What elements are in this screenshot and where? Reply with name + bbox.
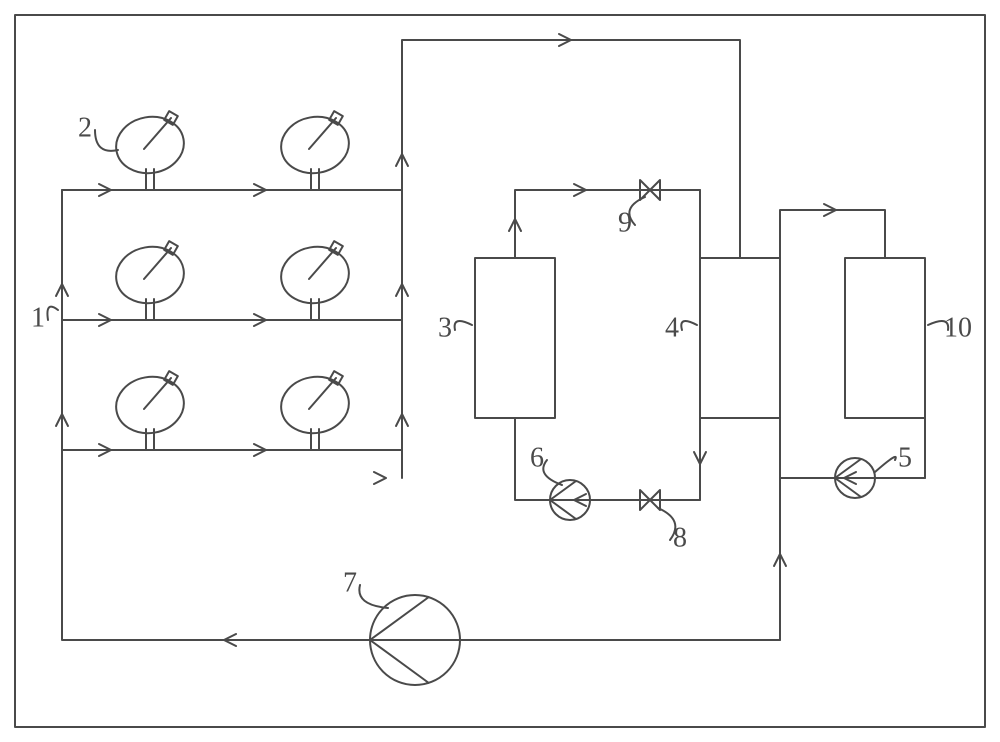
pump-blade [550,500,576,519]
pump-blade [370,640,429,683]
label-leader [543,460,562,485]
pipe [515,190,700,258]
label-9: 9 [618,207,632,238]
label-leader [47,307,58,320]
dish-arm [309,378,336,409]
pipe [780,210,885,258]
pump-blade [550,481,576,500]
label-leader [95,130,118,151]
label-10: 10 [944,312,972,343]
outer-frame [15,15,985,727]
dish-arm [309,118,336,149]
flow-arrow [374,472,386,484]
label-leader [359,585,388,608]
label-2: 2 [78,112,92,143]
label-leader [681,321,697,330]
dish-reflector-icon [112,372,189,439]
dish-reflector-icon [277,372,354,439]
label-leader [455,321,472,330]
label-5: 5 [898,442,912,473]
dish-reflector-icon [277,112,354,179]
dish-arm [144,118,171,149]
dish-reflector-icon [277,242,354,309]
block-b3 [475,258,555,418]
block-b10 [845,258,925,418]
block-b4 [700,258,780,418]
dish-reflector-icon [112,242,189,309]
dish-arm [144,248,171,279]
label-4: 4 [665,312,679,343]
dish-reflector-icon [112,112,189,179]
dish-arm [144,378,171,409]
label-leader [875,457,896,472]
label-6: 6 [530,442,544,473]
pump-blade [370,597,429,640]
label-8: 8 [673,522,687,553]
label-1: 1 [31,302,45,333]
dish-arm [309,248,336,279]
pipe [402,40,740,258]
label-7: 7 [343,567,357,598]
label-3: 3 [438,312,452,343]
